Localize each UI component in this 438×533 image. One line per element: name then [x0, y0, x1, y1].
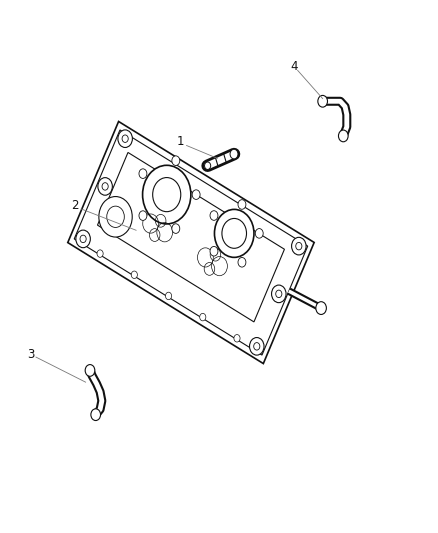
Circle shape — [237, 200, 245, 209]
Circle shape — [85, 365, 95, 376]
Polygon shape — [67, 122, 314, 364]
Circle shape — [233, 335, 240, 342]
Circle shape — [76, 230, 90, 248]
Circle shape — [102, 183, 108, 190]
Circle shape — [338, 130, 347, 142]
Circle shape — [139, 169, 147, 179]
Circle shape — [237, 257, 245, 267]
Circle shape — [214, 209, 254, 257]
Circle shape — [165, 292, 171, 300]
Circle shape — [222, 219, 246, 248]
Circle shape — [98, 177, 112, 195]
Circle shape — [209, 211, 217, 220]
Text: 3: 3 — [27, 348, 34, 361]
Circle shape — [118, 130, 132, 148]
Circle shape — [97, 250, 103, 257]
Circle shape — [131, 271, 137, 279]
Circle shape — [275, 290, 281, 297]
Circle shape — [122, 135, 128, 142]
Circle shape — [80, 235, 86, 243]
Text: 2: 2 — [71, 199, 78, 212]
Circle shape — [209, 246, 217, 256]
Circle shape — [253, 343, 259, 350]
Circle shape — [199, 313, 205, 321]
Circle shape — [315, 302, 325, 314]
Circle shape — [317, 95, 327, 107]
Circle shape — [171, 224, 179, 233]
Circle shape — [91, 409, 100, 421]
Circle shape — [152, 177, 180, 212]
Text: 1: 1 — [176, 135, 184, 148]
Circle shape — [271, 285, 286, 303]
Circle shape — [255, 229, 263, 238]
Circle shape — [142, 165, 191, 224]
Circle shape — [192, 190, 200, 199]
Circle shape — [295, 243, 301, 250]
Circle shape — [99, 197, 132, 237]
Circle shape — [106, 206, 124, 228]
Circle shape — [171, 156, 179, 165]
Circle shape — [291, 237, 305, 255]
Circle shape — [249, 337, 263, 355]
Text: 4: 4 — [290, 60, 297, 73]
Circle shape — [204, 162, 210, 169]
Circle shape — [139, 211, 147, 221]
Circle shape — [230, 149, 237, 159]
